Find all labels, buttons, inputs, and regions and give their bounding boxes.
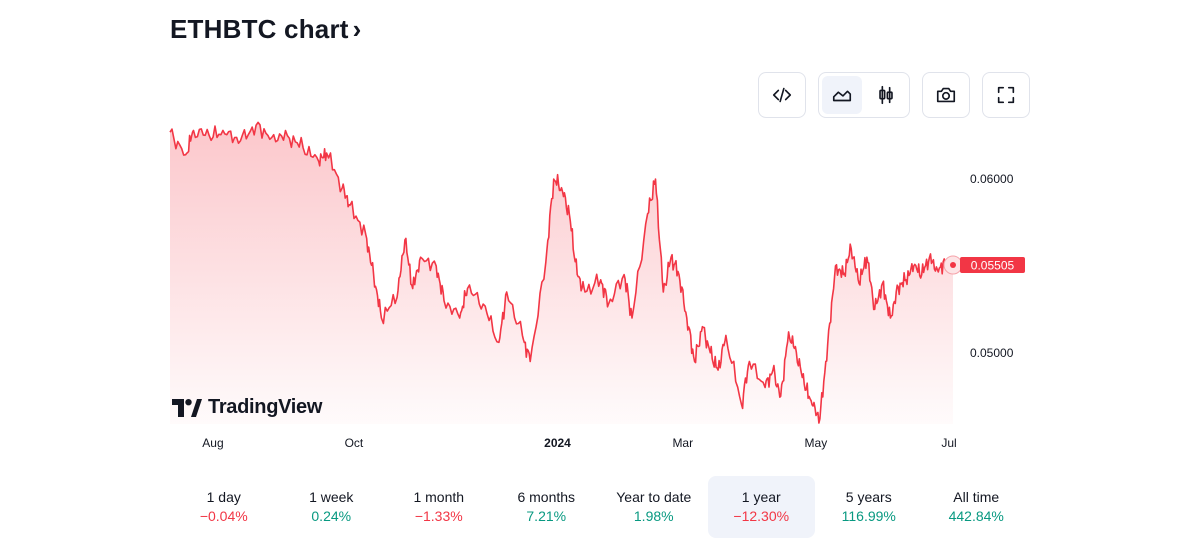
range-option[interactable]: 5 years 116.99% [815, 476, 923, 538]
range-option-label: 1 month [413, 489, 465, 505]
range-option-change: 442.84% [948, 508, 1004, 524]
fullscreen-icon [986, 76, 1026, 114]
y-axis-tick-label: 0.05000 [970, 346, 1014, 360]
y-axis-tick-label: 0.06000 [970, 172, 1014, 186]
fullscreen-button[interactable] [982, 72, 1030, 118]
chart-type-group [818, 72, 910, 118]
logo-text: TradingView [208, 396, 323, 418]
x-axis-tick-label: Aug [202, 436, 223, 450]
range-option[interactable]: All time 442.84% [923, 476, 1031, 538]
chart-title-link[interactable]: ETHBTC chart › [170, 14, 362, 45]
range-option[interactable]: 6 months 7.21% [493, 476, 601, 538]
candlestick-icon [879, 85, 893, 105]
range-option-change: 0.24% [311, 508, 352, 524]
area-chart-button[interactable] [822, 76, 862, 114]
range-option-label: Year to date [616, 489, 692, 505]
last-price-badge [960, 257, 1025, 274]
code-icon [762, 76, 802, 114]
range-option-change: 7.21% [526, 508, 567, 524]
range-selector: 1 day −0.04% 1 week 0.24% 1 month −1.33% 6 mon… [170, 476, 1030, 538]
camera-icon [926, 76, 966, 114]
embed-button[interactable] [758, 72, 806, 118]
range-option-change: −1.33% [414, 508, 463, 524]
snapshot-button[interactable] [922, 72, 970, 118]
range-option-label: 6 months [517, 489, 576, 505]
range-option[interactable]: 1 year −12.30% [707, 476, 815, 538]
last-price-dot [950, 262, 956, 269]
x-axis-tick-label: Oct [345, 436, 364, 450]
page-title: ETHBTC chart [170, 14, 349, 44]
tradingview-logo[interactable]: TradingView [172, 396, 322, 419]
x-axis-tick-label: 2024 [544, 436, 571, 450]
chevron-right-icon: › [352, 14, 362, 44]
x-axis-tick-label: May [805, 436, 828, 450]
range-option[interactable]: Year to date 1.98% [600, 476, 708, 538]
range-option[interactable]: 1 month −1.33% [385, 476, 493, 538]
range-option[interactable]: 1 day −0.04% [170, 476, 278, 538]
range-option-label: 1 week [309, 489, 354, 505]
price-area-fill [170, 122, 953, 425]
range-option-change: 1.98% [633, 508, 674, 524]
range-option-change: −0.04% [199, 508, 248, 524]
candlestick-button[interactable] [866, 76, 906, 114]
x-axis-tick-label: Mar [672, 436, 693, 450]
tradingview-logo-icon [172, 398, 202, 417]
x-axis-tick-label: Jul [941, 436, 956, 450]
range-option-label: 1 year [741, 489, 781, 505]
range-option-change: 116.99% [841, 508, 896, 524]
price-chart[interactable]: 0.06000 0.05000 Aug Oct 2024 Mar May Jul 0.055… [0, 0, 1200, 470]
range-option[interactable]: 1 week 0.24% [278, 476, 386, 538]
range-option-label: 1 day [206, 489, 241, 505]
range-option-label: All time [953, 489, 1000, 505]
area-chart-icon [832, 90, 852, 102]
last-price-label: 0.05505 [971, 259, 1015, 273]
range-option-change: −12.30% [733, 508, 790, 524]
price-series-line [169, 121, 954, 424]
range-option-label: 5 years [845, 489, 892, 505]
